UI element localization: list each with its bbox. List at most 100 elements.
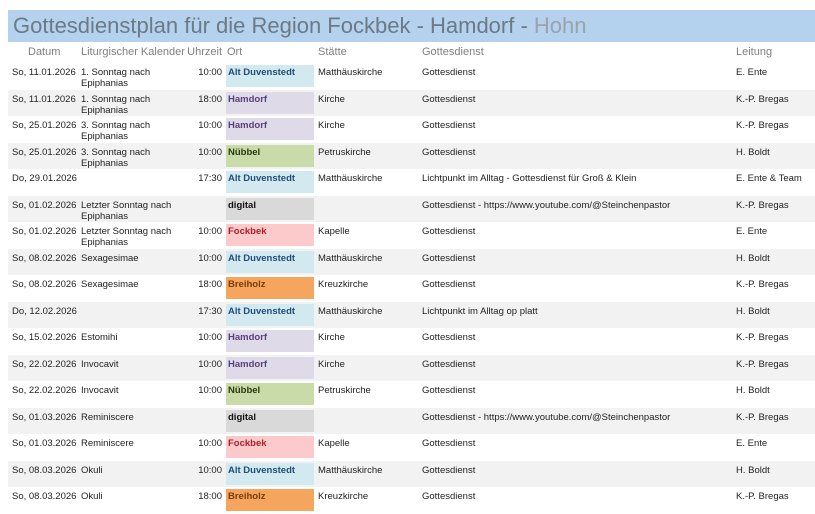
cell-gottesdienst: Gottesdienst xyxy=(422,67,476,78)
cell-ort: Fockbek xyxy=(226,436,314,458)
cell-gottesdienst: Gottesdienst xyxy=(422,464,476,476)
cell-uhrzeit: 10:00 xyxy=(198,252,222,264)
cell-gottesdienst: Lichtpunkt im Alltag - Gottesdienst für … xyxy=(422,173,637,184)
cell-uhrzeit: 10:00 xyxy=(198,438,222,449)
cell-gottesdienst: Gottesdienst xyxy=(422,385,476,396)
table-row: Do, 12.02.2026 17:30 Alt Duvenstedt Matthäu… xyxy=(8,301,815,328)
cell-staette: Kirche xyxy=(318,358,345,370)
table-row: So, 08.03.2026 Okuli 10:00 Alt Duvenstedt Ma… xyxy=(8,460,815,487)
cell-leitung: E. Ente & Team xyxy=(736,173,802,184)
cell-ort: Fockbek xyxy=(226,224,314,246)
table-row: So, 01.02.2026 Letzter Sonntag nach Epiph… xyxy=(8,222,815,249)
cell-ort: Alt Duvenstedt xyxy=(226,462,314,485)
table-row: So, 08.02.2026 Sexagesimae 18:00 Breiholz Kr… xyxy=(8,275,815,302)
cell-datum: Do, 12.02.2026 xyxy=(12,305,77,317)
cell-gottesdienst: Gottesdienst xyxy=(422,252,476,264)
cell-leitung: K.-P. Bregas xyxy=(736,279,789,290)
table-row: So, 01.03.2026 Reminiscere 10:00 Fockbek Kap… xyxy=(8,434,815,461)
cell-ort: Alt Duvenstedt xyxy=(226,250,314,273)
cell-kalender: Sexagesimae xyxy=(81,279,139,290)
cell-ort: Alt Duvenstedt xyxy=(226,65,314,87)
cell-uhrzeit: 10:00 xyxy=(198,67,222,78)
cell-gottesdienst: Gottesdienst xyxy=(422,226,476,237)
cell-uhrzeit: 18:00 xyxy=(198,93,222,105)
cell-leitung: E. Ente xyxy=(736,67,768,78)
header-kalender: Liturgischer Kalender xyxy=(81,46,185,58)
cell-leitung: K.-P. Bregas xyxy=(736,332,789,343)
cell-gottesdienst: Lichtpunkt im Alltag op platt xyxy=(422,305,538,317)
cell-staette: Petruskirche xyxy=(318,146,371,158)
cell-kalender: Invocavit xyxy=(81,358,119,370)
cell-gottesdienst: Gottesdienst xyxy=(422,120,476,131)
cell-gottesdienst: Gottesdienst xyxy=(422,438,476,449)
cell-datum: So, 01.03.2026 xyxy=(12,438,77,449)
cell-staette: Matthäuskirche xyxy=(318,252,383,264)
cell-datum: So, 08.03.2026 xyxy=(12,491,77,502)
table-row: So, 15.02.2026 Estomihi 10:00 Hamdorf Kirche… xyxy=(8,328,815,355)
cell-gottesdienst: Gottesdienst xyxy=(422,279,476,290)
cell-ort: Hamdorf xyxy=(226,330,314,352)
cell-kalender: 1. Sonntag nach Epiphanias xyxy=(81,93,151,116)
cell-datum: Do, 29.01.2026 xyxy=(12,173,77,184)
cell-leitung: E. Ente xyxy=(736,226,768,237)
cell-kalender: Estomihi xyxy=(81,332,118,343)
cell-datum: So, 01.03.2026 xyxy=(12,411,77,423)
table-row: So, 08.03.2026 Okuli 18:00 Breiholz Kreuzkir… xyxy=(8,487,815,514)
cell-uhrzeit: 10:00 xyxy=(198,358,222,370)
table-row: So, 22.02.2026 Invocavit 10:00 Hamdorf Kirch… xyxy=(8,354,815,381)
cell-kalender: Invocavit xyxy=(81,385,119,396)
cell-gottesdienst: Gottesdienst - https://www.youtube.com/@… xyxy=(422,411,671,423)
cell-ort: digital xyxy=(226,409,314,432)
cell-leitung: H. Boldt xyxy=(736,385,770,396)
table-row: Do, 29.01.2026 17:30 Alt Duvenstedt Matthäu… xyxy=(8,169,815,196)
cell-staette: Kirche xyxy=(318,93,345,105)
cell-gottesdienst: Gottesdienst xyxy=(422,146,476,158)
cell-staette: Kirche xyxy=(318,332,345,343)
cell-leitung: K.-P. Bregas xyxy=(736,199,789,211)
header-datum: Datum xyxy=(28,46,61,58)
header-staette: Stätte xyxy=(318,46,347,58)
cell-ort: Nübbel xyxy=(226,144,314,167)
cell-staette: Kreuzkirche xyxy=(318,491,369,502)
cell-leitung: H. Boldt xyxy=(736,252,770,264)
cell-uhrzeit: 10:00 xyxy=(198,120,222,131)
cell-kalender: Okuli xyxy=(81,464,103,476)
header-gottesdienst: Gottesdienst xyxy=(422,46,484,58)
table-row: So, 22.02.2026 Invocavit 10:00 Nübbel Petrus… xyxy=(8,381,815,408)
cell-datum: So, 25.01.2026 xyxy=(12,120,77,131)
cell-ort: Hamdorf xyxy=(226,356,314,379)
cell-staette: Kapelle xyxy=(318,438,350,449)
cell-gottesdienst: Gottesdienst xyxy=(422,332,476,343)
cell-datum: So, 01.02.2026 xyxy=(12,226,77,237)
cell-kalender: Letzter Sonntag nach Epiphanias xyxy=(81,199,172,222)
cell-datum: So, 08.02.2026 xyxy=(12,252,77,264)
cell-ort: Alt Duvenstedt xyxy=(226,303,314,326)
cell-datum: So, 22.02.2026 xyxy=(12,358,77,370)
cell-staette: Kapelle xyxy=(318,226,350,237)
table-header: Datum Liturgischer Kalender Uhrzeit Ort … xyxy=(8,42,815,63)
cell-staette: Matthäuskirche xyxy=(318,305,383,317)
header-uhrzeit: Uhrzeit xyxy=(187,46,222,58)
cell-uhrzeit: 10:00 xyxy=(198,226,222,237)
table-row: So, 01.03.2026 Reminiscere digital Gottesdi… xyxy=(8,407,815,434)
cell-gottesdienst: Gottesdienst xyxy=(422,93,476,105)
table-row: So, 25.01.2026 3. Sonntag nach Epiphanias… xyxy=(8,116,815,143)
cell-leitung: K.-P. Bregas xyxy=(736,120,789,131)
cell-staette: Petruskirche xyxy=(318,385,371,396)
table-row: So, 01.02.2026 Letzter Sonntag nach Epiph… xyxy=(8,195,815,222)
cell-uhrzeit: 10:00 xyxy=(198,332,222,343)
cell-gottesdienst: Gottesdienst xyxy=(422,491,476,502)
cell-leitung: H. Boldt xyxy=(736,305,770,317)
title-main: Gottesdienstplan für die Region Fockbek … xyxy=(13,13,534,38)
cell-kalender: 3. Sonntag nach Epiphanias xyxy=(81,146,151,169)
cell-kalender: Reminiscere xyxy=(81,438,134,449)
cell-uhrzeit: 18:00 xyxy=(198,491,222,502)
cell-gottesdienst: Gottesdienst - https://www.youtube.com/@… xyxy=(422,199,671,211)
cell-uhrzeit: 10:00 xyxy=(198,385,222,396)
cell-datum: So, 15.02.2026 xyxy=(12,332,77,343)
table-row: So, 11.01.2026 1. Sonntag nach Epiphanias… xyxy=(8,89,815,116)
header-ort: Ort xyxy=(227,46,243,58)
table-row: So, 25.01.2026 3. Sonntag nach Epiphanias… xyxy=(8,142,815,169)
cell-staette: Matthäuskirche xyxy=(318,464,383,476)
cell-uhrzeit: 17:30 xyxy=(198,305,222,317)
